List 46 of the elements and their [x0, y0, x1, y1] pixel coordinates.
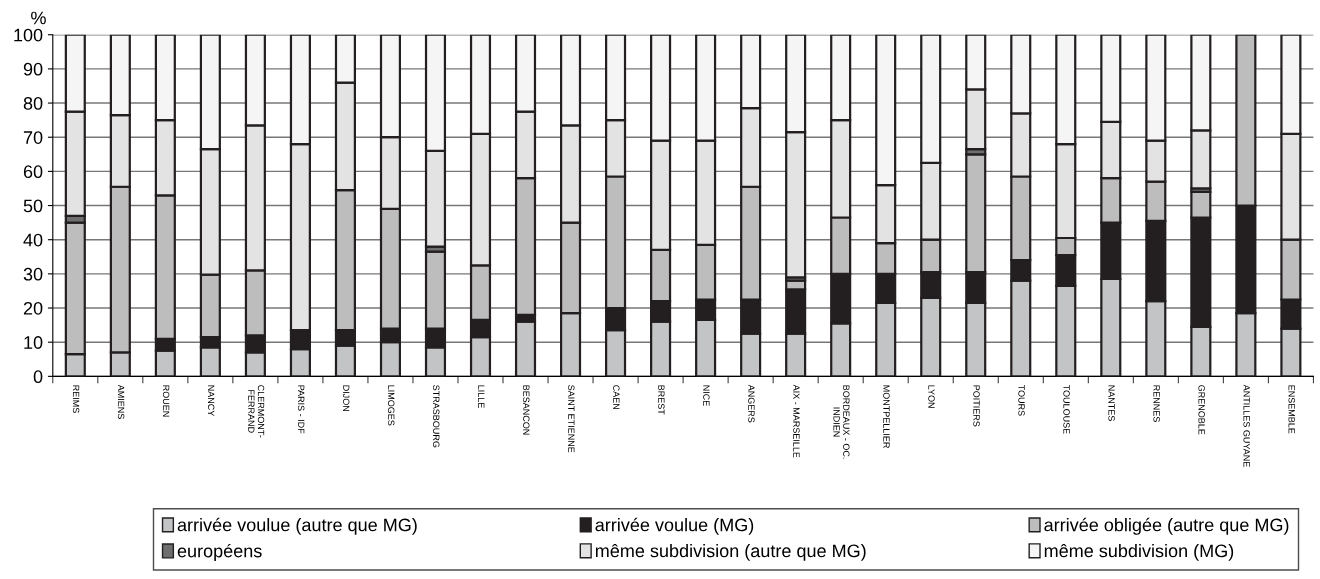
- x-tick-label: TOULOUSE: [1063, 384, 1070, 434]
- x-tick-label: RENNES: [1153, 385, 1160, 422]
- legend-label: européens: [177, 543, 262, 561]
- x-tick-label: BORDEAUX - OC. INDIEN: [833, 385, 850, 459]
- x-tick-label: ANTILLES GUYANE: [1243, 384, 1250, 467]
- legend-label: même subdivision (MG): [1044, 543, 1234, 561]
- y-axis-title: %: [31, 11, 46, 25]
- y-tick-label: 70: [23, 131, 43, 144]
- x-tick-label: LYON: [928, 385, 935, 408]
- x-tick-label: PARIS - IDF: [297, 385, 305, 434]
- x-tick-label: ENSEMBLE: [1288, 385, 1295, 434]
- x-tick-label: AMIENS: [117, 384, 125, 419]
- x-tick-label: ANGERS: [748, 384, 755, 423]
- x-tick-label: DIJON: [343, 385, 350, 412]
- x-tick-label: CLERMONT- FERRAND: [248, 385, 265, 438]
- y-tick-label: 30: [23, 267, 43, 281]
- x-tick-label: TOURS: [1018, 384, 1025, 416]
- y-tick-label: 40: [23, 233, 43, 247]
- legend-label: arrivée voulue (autre que MG): [177, 517, 417, 535]
- x-tick-label: CAEN: [613, 385, 620, 410]
- legend-label: même subdivision (autre que MG): [595, 543, 866, 561]
- x-tick-label: REIMS: [72, 385, 80, 413]
- y-tick-label: 100: [14, 28, 43, 42]
- y-tick-label: 80: [23, 97, 43, 110]
- x-tick-label: POITIERS: [973, 385, 980, 427]
- legend-label: arrivée obligée (autre que MG): [1044, 517, 1289, 535]
- y-tick-label: 60: [23, 165, 43, 179]
- x-tick-label: ROUEN: [162, 385, 170, 417]
- x-tick-label: LILLE: [478, 385, 485, 408]
- x-tick-label: LIMOGES: [388, 385, 395, 426]
- x-tick-label: MONTPELLIER: [883, 385, 890, 448]
- x-tick-label: STRASBOURG: [433, 385, 440, 448]
- x-tick-label: NICE: [703, 385, 710, 406]
- y-tick-label: 0: [33, 370, 43, 384]
- x-tick-label: NANCY: [207, 385, 215, 417]
- y-tick-label: 50: [23, 199, 43, 213]
- x-tick-label: SAINT ETIENNE: [568, 385, 575, 453]
- y-tick-label: 10: [24, 336, 43, 349]
- x-tick-label: BREST: [658, 385, 665, 415]
- y-tick-label: 20: [23, 301, 43, 315]
- legend-label: arrivée voulue (MG): [595, 517, 754, 535]
- x-tick-label: NANTES: [1108, 385, 1115, 421]
- y-tick-label: 90: [23, 62, 43, 76]
- x-tick-label: AIX - MARSEILLE: [793, 384, 800, 458]
- x-tick-label: BESANCON: [523, 385, 530, 435]
- x-tick-label: GRENOBLE: [1198, 385, 1205, 435]
